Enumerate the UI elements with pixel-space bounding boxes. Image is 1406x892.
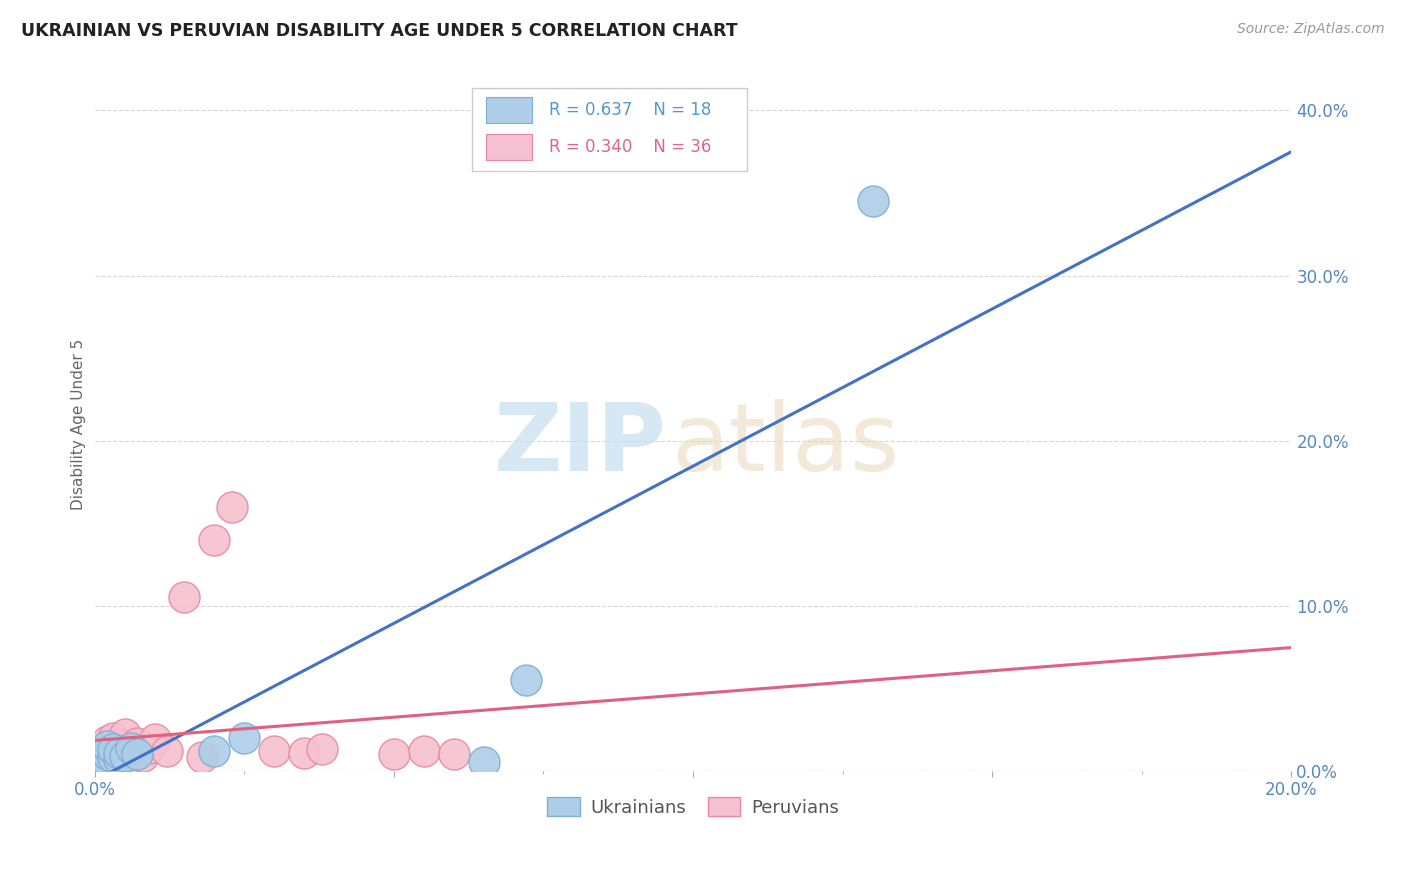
Point: [143, 732, 166, 747]
Text: ZIP: ZIP: [494, 399, 666, 491]
Point: [125, 746, 148, 760]
Point: [96, 739, 118, 753]
Point: [96, 754, 118, 768]
Point: [155, 744, 177, 758]
Point: [263, 744, 285, 758]
Point: [90, 756, 112, 770]
Point: [472, 756, 495, 770]
Point: [107, 752, 129, 766]
Text: atlas: atlas: [672, 399, 900, 491]
Point: [138, 740, 160, 755]
Point: [107, 737, 129, 751]
Point: [107, 746, 129, 760]
Point: [202, 533, 225, 547]
Point: [101, 740, 124, 755]
Point: [221, 500, 243, 514]
Point: [96, 747, 118, 762]
Text: R = 0.637    N = 18: R = 0.637 N = 18: [550, 101, 711, 119]
Text: UKRAINIAN VS PERUVIAN DISABILITY AGE UNDER 5 CORRELATION CHART: UKRAINIAN VS PERUVIAN DISABILITY AGE UND…: [21, 22, 738, 40]
Point: [90, 750, 112, 764]
Point: [101, 731, 124, 745]
Point: [125, 736, 148, 750]
Point: [101, 752, 124, 766]
Point: [114, 747, 136, 762]
Point: [90, 756, 112, 770]
Point: [120, 742, 142, 756]
Point: [96, 742, 118, 756]
Point: [202, 744, 225, 758]
Point: [114, 739, 136, 753]
Point: [382, 747, 405, 762]
Point: [173, 591, 195, 605]
Point: [120, 750, 142, 764]
Point: [101, 750, 124, 764]
Point: [114, 727, 136, 741]
FancyBboxPatch shape: [486, 97, 531, 123]
FancyBboxPatch shape: [471, 87, 747, 171]
Point: [101, 742, 124, 756]
Point: [412, 744, 434, 758]
Text: Source: ZipAtlas.com: Source: ZipAtlas.com: [1237, 22, 1385, 37]
Point: [191, 750, 214, 764]
Point: [96, 748, 118, 763]
Y-axis label: Disability Age Under 5: Disability Age Under 5: [72, 338, 86, 509]
Point: [125, 747, 148, 762]
Point: [96, 734, 118, 748]
Point: [107, 746, 129, 760]
Point: [90, 744, 112, 758]
Text: R = 0.340    N = 36: R = 0.340 N = 36: [550, 137, 711, 156]
Point: [443, 747, 465, 762]
FancyBboxPatch shape: [486, 134, 531, 160]
Point: [101, 747, 124, 762]
Point: [862, 194, 884, 209]
Point: [114, 756, 136, 770]
Point: [120, 740, 142, 755]
Point: [114, 748, 136, 763]
Point: [292, 746, 315, 760]
Point: [233, 731, 256, 745]
Point: [311, 742, 333, 756]
Point: [96, 754, 118, 768]
Legend: Ukrainians, Peruvians: Ukrainians, Peruvians: [540, 790, 846, 824]
Point: [131, 748, 153, 763]
Point: [515, 673, 537, 687]
Point: [107, 754, 129, 768]
Point: [90, 750, 112, 764]
Point: [90, 744, 112, 758]
